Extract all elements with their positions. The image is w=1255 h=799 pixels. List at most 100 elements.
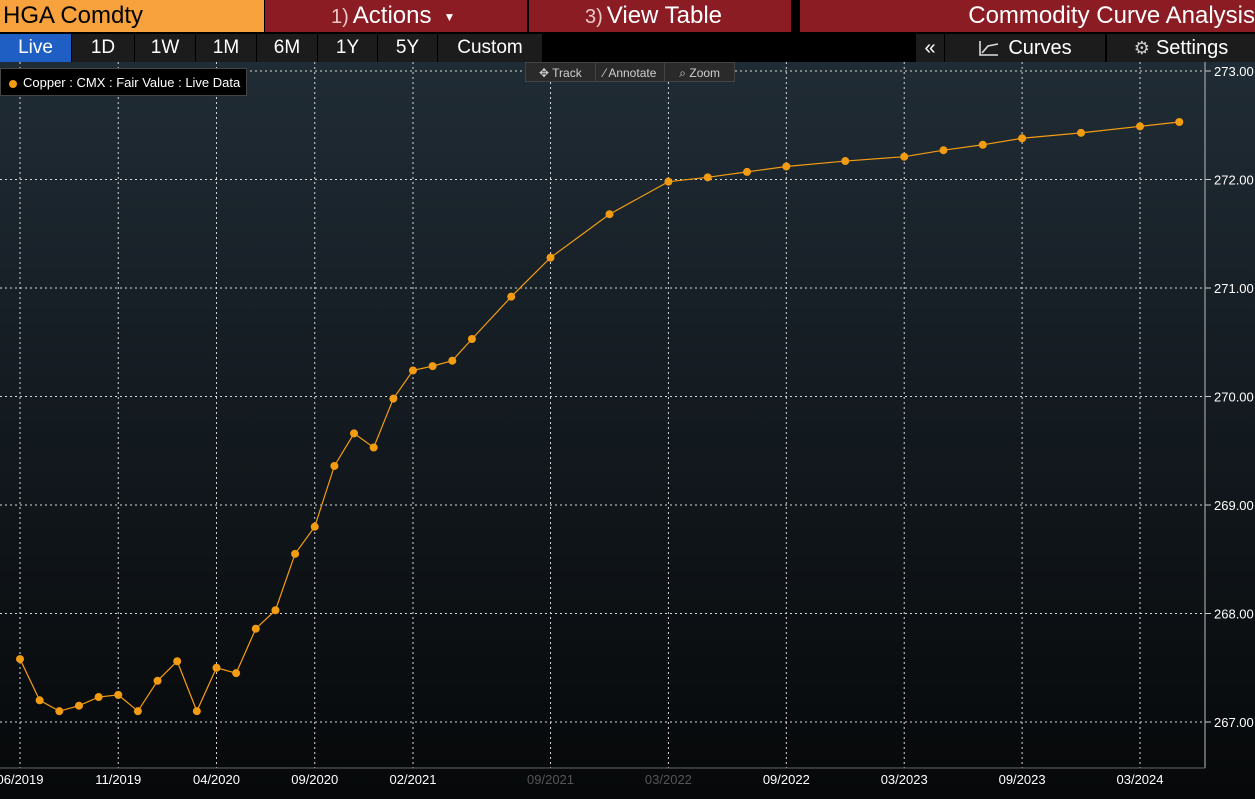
- data-point[interactable]: [310, 522, 319, 531]
- top-bar: HGA Comdty 1) Actions ▼ 3) View Table Commo…: [0, 0, 1255, 32]
- actions-label: Actions: [352, 2, 432, 29]
- y-tick-label: 271.00: [1214, 281, 1254, 296]
- data-point[interactable]: [291, 549, 300, 558]
- data-point[interactable]: [133, 707, 142, 716]
- y-tick-label: 273.00: [1214, 64, 1254, 79]
- zoom-label: Zoom: [689, 66, 721, 80]
- data-point[interactable]: [900, 152, 909, 161]
- range-live-button[interactable]: Live: [0, 34, 72, 62]
- data-point[interactable]: [389, 394, 398, 403]
- app-title: Commodity Curve Analysis: [800, 0, 1255, 32]
- data-point[interactable]: [428, 362, 437, 371]
- data-point[interactable]: [605, 210, 614, 219]
- data-point[interactable]: [703, 173, 712, 182]
- data-point[interactable]: [448, 356, 457, 365]
- data-point[interactable]: [939, 146, 948, 155]
- actions-menu-button[interactable]: 1) Actions ▼: [265, 0, 527, 32]
- range-1m-button[interactable]: 1M: [196, 34, 257, 62]
- data-point[interactable]: [74, 701, 83, 710]
- data-point[interactable]: [173, 657, 182, 666]
- x-tick-label: 11/2019: [95, 772, 141, 787]
- track-label: Track: [552, 66, 582, 80]
- y-tick-label: 270.00: [1214, 390, 1254, 405]
- zoom-tool-button[interactable]: ⌕ Zoom: [665, 63, 734, 81]
- view-table-label: View Table: [606, 2, 722, 29]
- x-tick-label: 02/2021: [389, 772, 436, 787]
- data-point[interactable]: [507, 292, 516, 301]
- data-point[interactable]: [664, 177, 673, 186]
- curves-label: Curves: [1008, 37, 1072, 59]
- x-tick-label: 04/2020: [193, 772, 240, 787]
- view-table-button[interactable]: 3) View Table: [529, 0, 791, 32]
- data-point[interactable]: [467, 334, 476, 343]
- actions-hotkey: 1): [331, 6, 349, 28]
- data-point[interactable]: [55, 707, 64, 716]
- data-point[interactable]: [330, 461, 339, 470]
- range-6m-button[interactable]: 6M: [257, 34, 318, 62]
- data-point[interactable]: [251, 624, 260, 633]
- range-custom-button[interactable]: Custom: [438, 34, 543, 62]
- data-point[interactable]: [192, 707, 201, 716]
- range-5y-button[interactable]: 5Y: [378, 34, 438, 62]
- y-tick-label: 269.00: [1214, 498, 1254, 513]
- y-tick-label: 268.00: [1214, 607, 1254, 622]
- data-point[interactable]: [271, 606, 280, 615]
- data-point[interactable]: [743, 167, 752, 176]
- magnifier-icon: ⌕: [679, 66, 687, 80]
- data-point[interactable]: [1018, 134, 1027, 143]
- curves-button[interactable]: Curves: [945, 34, 1105, 62]
- collapse-panel-button[interactable]: «: [916, 34, 944, 62]
- data-point[interactable]: [232, 669, 241, 678]
- data-point[interactable]: [408, 366, 417, 375]
- range-bar: Live 1D 1W 1M 6M 1Y 5Y Custom « Curves ⚙…: [0, 34, 1255, 62]
- x-tick-label: 09/2022: [763, 772, 810, 787]
- crosshair-icon: ✥: [538, 66, 550, 80]
- data-point[interactable]: [153, 676, 162, 685]
- data-point[interactable]: [1136, 122, 1144, 131]
- data-point[interactable]: [841, 157, 850, 166]
- chevron-down-icon: ▼: [443, 9, 456, 24]
- series-points: [16, 117, 1184, 716]
- legend-label: Copper : CMX : Fair Value : Live Data: [23, 75, 241, 90]
- data-point[interactable]: [978, 140, 987, 149]
- series-line: [19, 121, 1180, 713]
- settings-label: Settings: [1155, 37, 1229, 59]
- data-point[interactable]: [782, 162, 791, 171]
- data-point[interactable]: [350, 429, 359, 438]
- range-1w-button[interactable]: 1W: [135, 34, 196, 62]
- x-tick-label: 03/2023: [881, 772, 928, 787]
- x-tick-label: 09/2023: [999, 772, 1046, 787]
- ticker-field[interactable]: HGA Comdty: [0, 0, 264, 32]
- y-tick-label: 272.00: [1214, 173, 1254, 188]
- legend-marker: [9, 79, 17, 88]
- view-table-hotkey: 3): [585, 6, 603, 28]
- data-point[interactable]: [1175, 117, 1184, 126]
- series-line-layer: [19, 121, 1180, 713]
- line-chart-icon: [979, 41, 999, 56]
- chart-legend: Copper : CMX : Fair Value : Live Data: [0, 68, 248, 96]
- data-point[interactable]: [35, 696, 44, 705]
- data-point[interactable]: [212, 663, 221, 672]
- y-tick-label: 267.00: [1214, 715, 1254, 730]
- plot-area: [0, 62, 1255, 799]
- x-tick-label: 03/2022: [645, 772, 692, 787]
- data-point[interactable]: [546, 253, 555, 262]
- settings-button[interactable]: ⚙ Settings: [1107, 34, 1255, 62]
- data-point[interactable]: [1077, 128, 1086, 137]
- track-tool-button[interactable]: ✥ Track: [526, 63, 596, 81]
- annotate-tool-button[interactable]: ⁄ Annotate: [596, 63, 666, 81]
- data-point[interactable]: [114, 690, 123, 699]
- axes: 06/2019 11/2019 04/2020 09/2020 02/2021 09/20…: [0, 62, 1254, 787]
- range-1d-button[interactable]: 1D: [72, 34, 135, 62]
- x-tick-label: 03/2024: [1117, 772, 1164, 787]
- x-tick-label: 06/2019: [0, 772, 44, 787]
- range-1y-button[interactable]: 1Y: [318, 34, 378, 62]
- x-tick-label: 09/2021: [527, 772, 574, 787]
- annotate-label: Annotate: [608, 66, 657, 80]
- data-point[interactable]: [369, 443, 378, 452]
- chart-tools: ✥ Track ⁄ Annotate ⌕ Zoom: [525, 62, 735, 82]
- data-point[interactable]: [16, 655, 24, 664]
- data-point[interactable]: [94, 693, 103, 702]
- gear-icon: ⚙: [1133, 38, 1150, 58]
